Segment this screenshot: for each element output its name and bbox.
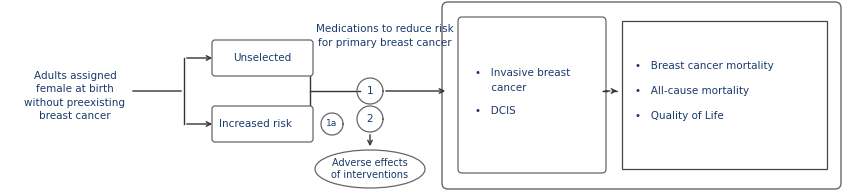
Text: •   Breast cancer mortality: • Breast cancer mortality xyxy=(635,61,774,71)
Text: 2: 2 xyxy=(366,114,373,124)
FancyBboxPatch shape xyxy=(212,106,313,142)
Text: Medications to reduce risk
for primary breast cancer: Medications to reduce risk for primary b… xyxy=(316,24,454,48)
Text: 1: 1 xyxy=(366,86,373,96)
Text: Unselected: Unselected xyxy=(233,53,291,63)
Text: 1a: 1a xyxy=(326,120,337,129)
Text: Increased risk: Increased risk xyxy=(219,119,292,129)
Text: Adults assigned
female at birth
without preexisting
breast cancer: Adults assigned female at birth without … xyxy=(25,71,126,121)
FancyBboxPatch shape xyxy=(622,21,827,169)
FancyBboxPatch shape xyxy=(442,2,841,189)
Text: •   Invasive breast: • Invasive breast xyxy=(475,68,570,78)
Text: •   DCIS: • DCIS xyxy=(475,106,516,116)
Text: •   Quality of Life: • Quality of Life xyxy=(635,111,723,121)
Text: cancer: cancer xyxy=(475,83,526,93)
FancyBboxPatch shape xyxy=(458,17,606,173)
Text: •   All-cause mortality: • All-cause mortality xyxy=(635,86,749,96)
FancyBboxPatch shape xyxy=(212,40,313,76)
Text: Adverse effects
of interventions: Adverse effects of interventions xyxy=(332,158,409,180)
